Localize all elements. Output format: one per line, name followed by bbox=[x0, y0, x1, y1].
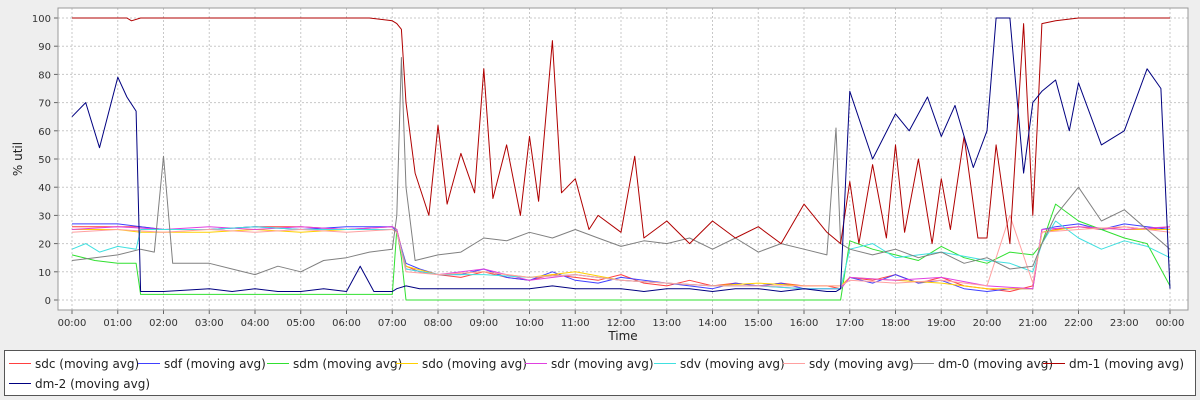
x-tick-label: 03:00 bbox=[195, 318, 224, 329]
legend-item: dm-0 (moving avg) bbox=[912, 355, 1053, 373]
line-chart: 0 10 20 30 40 50 60 70 80 90 100 00:00 01:00 02:00 03:… bbox=[11, 7, 1189, 343]
legend-swatch bbox=[9, 383, 31, 384]
legend-item: sdr (moving avg) bbox=[525, 355, 654, 373]
x-tick-label: 00:00 bbox=[1156, 318, 1185, 329]
legend-swatch bbox=[654, 363, 676, 364]
x-tick-label: 17:00 bbox=[835, 318, 864, 329]
legend-item: dm-1 (moving avg) bbox=[1043, 355, 1184, 373]
y-tick-label: 0 bbox=[45, 296, 51, 307]
legend-swatch bbox=[267, 363, 289, 364]
legend-label: sdr (moving avg) bbox=[551, 357, 654, 371]
y-tick-label: 100 bbox=[32, 14, 51, 25]
legend-label: sdv (moving avg) bbox=[680, 357, 785, 371]
x-tick-label: 07:00 bbox=[378, 318, 407, 329]
x-tick-label: 04:00 bbox=[241, 318, 270, 329]
legend-item: sdm (moving avg) bbox=[267, 355, 402, 373]
series-line-dm-1 bbox=[72, 17, 1170, 245]
x-tick-label: 15:00 bbox=[744, 318, 773, 329]
y-tick-label: 30 bbox=[38, 211, 51, 222]
series-line-dm-2 bbox=[71, 17, 1171, 292]
x-tick-label: 20:00 bbox=[973, 318, 1002, 329]
legend-label: sdy (moving avg) bbox=[809, 357, 914, 371]
series-line-sdm bbox=[71, 203, 1171, 301]
legend-swatch bbox=[396, 363, 418, 364]
x-tick-label: 18:00 bbox=[881, 318, 910, 329]
y-tick-label: 70 bbox=[38, 99, 51, 110]
x-tick-label: 23:00 bbox=[1110, 318, 1139, 329]
x-tick-label: 19:00 bbox=[927, 318, 956, 329]
x-tick-label: 06:00 bbox=[332, 318, 361, 329]
legend-item: sdy (moving avg) bbox=[783, 355, 914, 373]
legend-swatch bbox=[783, 363, 805, 364]
x-axis-label: Time bbox=[607, 329, 637, 343]
x-tick-label: 14:00 bbox=[698, 318, 727, 329]
legend-swatch bbox=[525, 363, 547, 364]
legend-label: sdo (moving avg) bbox=[422, 357, 527, 371]
series-line-sdo bbox=[72, 226, 1170, 290]
x-tick-label: 12:00 bbox=[607, 318, 636, 329]
y-tick-label: 80 bbox=[38, 70, 51, 81]
y-tick-label: 90 bbox=[38, 42, 51, 53]
legend-label: sdm (moving avg) bbox=[293, 357, 403, 371]
series-lines bbox=[71, 17, 1171, 301]
legend-swatch bbox=[1043, 363, 1065, 364]
plot-border bbox=[57, 7, 1189, 311]
x-tick-label: 11:00 bbox=[561, 318, 590, 329]
legend: sdc (moving avg) sdf (moving avg) sdm (mov… bbox=[4, 350, 1196, 396]
y-tick-label: 40 bbox=[38, 183, 51, 194]
x-tick-label: 21:00 bbox=[1018, 318, 1047, 329]
x-tick-label: 10:00 bbox=[515, 318, 544, 329]
legend-item: sdc (moving avg) bbox=[9, 355, 139, 373]
series-line-sdy bbox=[71, 214, 1171, 287]
legend-swatch bbox=[9, 363, 31, 364]
legend-item: sdo (moving avg) bbox=[396, 355, 527, 373]
legend-item: sdf (moving avg) bbox=[138, 355, 266, 373]
series-line-dm-0 bbox=[71, 57, 1171, 276]
legend-label: sdc (moving avg) bbox=[35, 357, 140, 371]
x-tick-label: 13:00 bbox=[652, 318, 681, 329]
x-tick-label: 01:00 bbox=[103, 318, 132, 329]
legend-label: dm-2 (moving avg) bbox=[35, 377, 151, 391]
y-axis-label: % util bbox=[11, 142, 25, 176]
x-tick-label: 09:00 bbox=[469, 318, 498, 329]
y-tick-label: 50 bbox=[38, 155, 51, 166]
x-tick-label: 08:00 bbox=[424, 318, 453, 329]
axes: 0 10 20 30 40 50 60 70 80 90 100 00:00 01:00 02:00 03:… bbox=[32, 7, 1189, 329]
legend-item: dm-2 (moving avg) bbox=[9, 375, 150, 393]
legend-label: sdf (moving avg) bbox=[164, 357, 266, 371]
y-tick-label: 10 bbox=[38, 268, 51, 279]
x-tick-label: 22:00 bbox=[1064, 318, 1093, 329]
legend-label: dm-1 (moving avg) bbox=[1069, 357, 1185, 371]
chart-area: 0 10 20 30 40 50 60 70 80 90 100 00:00 01:00 02:00 03:… bbox=[11, 7, 1189, 343]
x-tick-label: 16:00 bbox=[790, 318, 819, 329]
x-tick-label: 05:00 bbox=[286, 318, 315, 329]
legend-swatch bbox=[912, 363, 934, 364]
x-tick-label: 02:00 bbox=[149, 318, 178, 329]
legend-label: dm-0 (moving avg) bbox=[938, 357, 1054, 371]
x-tick-label: 00:00 bbox=[58, 318, 87, 329]
legend-item: sdv (moving avg) bbox=[654, 355, 785, 373]
y-tick-label: 60 bbox=[38, 127, 51, 138]
y-tick-label: 20 bbox=[38, 240, 51, 251]
legend-swatch bbox=[138, 363, 160, 364]
